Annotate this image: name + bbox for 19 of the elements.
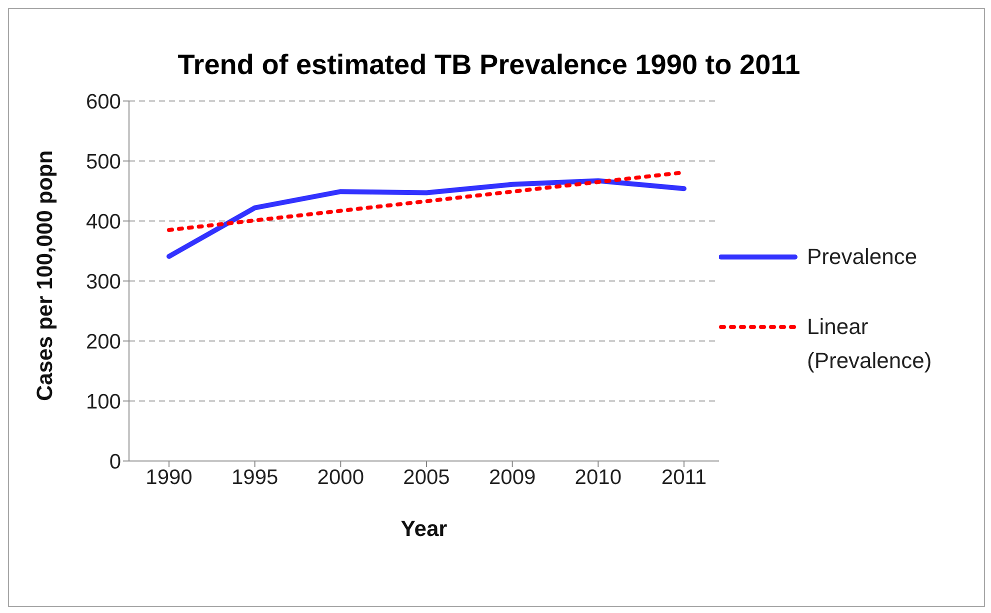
x-tick-label: 2011 (661, 466, 707, 489)
y-tick-label: 200 (86, 330, 121, 354)
legend-label: Prevalence (807, 243, 918, 271)
y-tick-label: 100 (86, 390, 121, 414)
legend-label: Linear (Prevalence) (807, 313, 933, 375)
y-axis-title: Cases per 100,000 popn (32, 150, 57, 401)
x-tick-label: 2005 (403, 466, 450, 489)
x-tick-label: 2010 (574, 466, 622, 489)
y-tick-label: 300 (86, 270, 121, 294)
x-tick-label: 1990 (146, 466, 192, 489)
x-tick-label: 1995 (231, 466, 278, 489)
x-tick-label: 2009 (488, 466, 536, 489)
y-tick-label: 600 (86, 90, 121, 114)
y-tick-label: 500 (86, 150, 121, 174)
y-tick-label: 0 (109, 450, 121, 474)
x-tick-label: 2000 (317, 466, 364, 489)
x-axis-title: Year (400, 516, 448, 541)
chart-title: Trend of estimated TB Prevalence 1990 to 2011 (176, 48, 802, 81)
y-tick-label: 400 (86, 210, 121, 234)
